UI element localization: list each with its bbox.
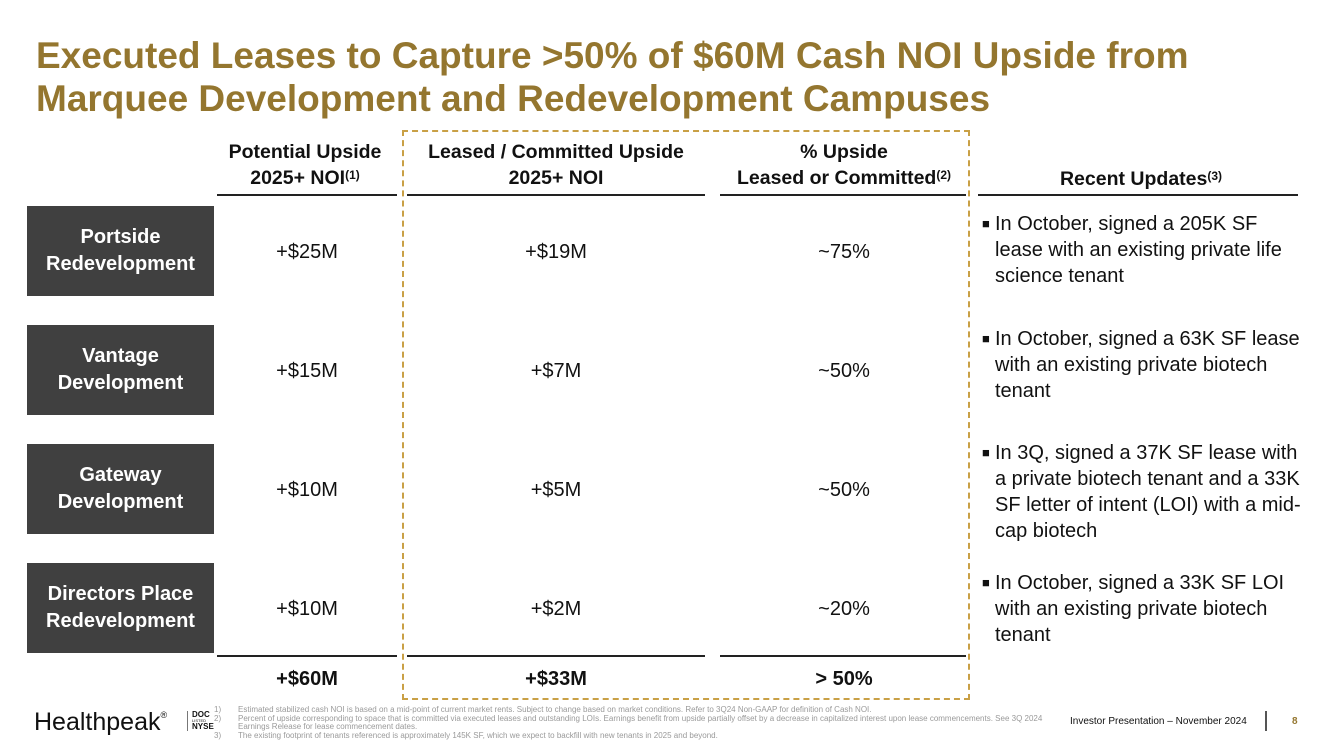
footnote-ref-1: (1) xyxy=(345,168,360,182)
total-rule xyxy=(720,655,966,657)
total-potential: +$60M xyxy=(276,668,338,690)
header-potential-line1: Potential Upside xyxy=(228,141,382,163)
bullet-icon: ■ xyxy=(982,331,990,346)
page-title: Executed Leases to Capture >50% of $60M … xyxy=(36,35,1189,119)
row-label-line2: Development xyxy=(57,491,184,513)
cell-potential: +$15M xyxy=(276,360,338,382)
footnote-number: 3) xyxy=(214,730,222,740)
nyse-ticker-badge: DOC LISTED NYSE xyxy=(187,711,214,731)
header-pct-line2-text: Leased or Committed xyxy=(736,167,937,189)
header-leased-line2: 2025+ NOI xyxy=(508,167,604,189)
row-label-gateway: Gateway Development xyxy=(27,444,214,534)
header-pct-line1: % Upside xyxy=(800,141,888,163)
row-label-line2: Redevelopment xyxy=(46,610,195,632)
update-directors-place: ■ In October, signed a 33K SF LOI with a… xyxy=(982,570,1302,648)
cell-leased: +$19M xyxy=(525,241,587,263)
row-label-line2: Development xyxy=(57,372,184,394)
footnote-ref-2: (2) xyxy=(936,168,952,182)
footnote-text: Percent of upside corresponding to space… xyxy=(238,713,1043,731)
header-potential-upside: Potential Upside 2025+ NOI(1) xyxy=(214,139,396,191)
total-leased: +$33M xyxy=(525,668,587,690)
page-number: 8 xyxy=(1292,716,1298,727)
total-rule xyxy=(217,655,397,657)
row-label-vantage: Vantage Development xyxy=(27,325,214,415)
cell-potential: +$10M xyxy=(276,598,338,620)
presentation-label: Investor Presentation – November 2024 xyxy=(1070,716,1247,727)
header-recent-updates: Recent Updates(3) xyxy=(985,166,1297,192)
ticker-exchange: NYSE xyxy=(192,722,214,731)
cell-leased: +$7M xyxy=(530,360,582,382)
update-vantage: ■ In October, signed a 63K SF lease with… xyxy=(982,326,1302,404)
header-potential-line2-text: 2025+ NOI xyxy=(250,167,346,189)
header-updates-text: Recent Updates xyxy=(1059,168,1208,190)
update-gateway: ■ In 3Q, signed a 37K SF lease with a pr… xyxy=(982,440,1302,544)
header-rule xyxy=(217,194,397,196)
footnote: 2) Percent of upside corresponding to spa… xyxy=(214,713,1064,732)
bullet-icon: ■ xyxy=(982,216,990,231)
cell-potential: +$25M xyxy=(276,241,338,263)
row-label-line2: Redevelopment xyxy=(46,253,195,275)
header-leased-upside: Leased / Committed Upside 2025+ NOI xyxy=(406,139,706,191)
logo-text: Healthpeak xyxy=(34,708,161,736)
header-rule xyxy=(978,194,1298,196)
header-pct-line2: Leased or Committed(2) xyxy=(718,165,970,191)
bullet-icon: ■ xyxy=(982,445,990,460)
footnote: 1) Estimated stabilized cash NOI is based… xyxy=(214,705,1064,715)
update-text: In October, signed a 63K SF lease with a… xyxy=(995,328,1300,402)
cell-leased: +$5M xyxy=(530,479,582,501)
healthpeak-logo: Healthpeak® xyxy=(34,708,167,737)
row-label-line1: Gateway xyxy=(79,464,162,486)
total-rule xyxy=(407,655,705,657)
footnote: 3) The existing footprint of tenants refe… xyxy=(214,730,1064,741)
footnote-number: 2) xyxy=(214,713,222,723)
row-label-directors-place: Directors Place Redevelopment xyxy=(27,563,214,653)
row-label-line1: Portside xyxy=(80,226,161,248)
ticker-symbol: DOC xyxy=(192,710,210,719)
header-leased-line1: Leased / Committed Upside xyxy=(428,141,684,163)
cell-potential: +$10M xyxy=(276,479,338,501)
header-rule xyxy=(407,194,705,196)
update-text: In October, signed a 205K SF lease with … xyxy=(995,213,1282,287)
footer-divider xyxy=(1265,711,1267,731)
update-portside: ■ In October, signed a 205K SF lease wit… xyxy=(982,211,1302,289)
update-text: In 3Q, signed a 37K SF lease with a priv… xyxy=(995,442,1301,542)
cell-leased: +$2M xyxy=(530,598,582,620)
cell-pct: ~50% xyxy=(818,479,870,501)
update-text: In October, signed a 33K SF LOI with an … xyxy=(995,572,1285,646)
row-label-line1: Directors Place xyxy=(47,583,194,605)
footnote-number: 1) xyxy=(214,705,222,714)
footnote-ref-3: (3) xyxy=(1207,169,1223,183)
footnotes: 1) Estimated stabilized cash NOI is based… xyxy=(214,705,1064,741)
footnote-text: Estimated stabilized cash NOI is based o… xyxy=(238,705,872,714)
cell-pct: ~75% xyxy=(818,241,870,263)
header-potential-line2: 2025+ NOI(1) xyxy=(214,165,396,191)
bullet-icon: ■ xyxy=(982,575,990,590)
cell-pct: ~50% xyxy=(818,360,870,382)
logo-registered-mark: ® xyxy=(160,710,168,720)
row-label-portside: Portside Redevelopment xyxy=(27,206,214,296)
header-pct-upside: % Upside Leased or Committed(2) xyxy=(718,139,970,191)
cell-pct: ~20% xyxy=(818,598,870,620)
highlight-box xyxy=(402,130,970,700)
header-rule xyxy=(720,194,966,196)
ticker-listed: LISTED xyxy=(192,718,207,723)
row-label-line1: Vantage xyxy=(82,345,159,367)
total-pct: > 50% xyxy=(815,668,873,690)
footnote-text: The existing footprint of tenants refere… xyxy=(238,730,718,740)
